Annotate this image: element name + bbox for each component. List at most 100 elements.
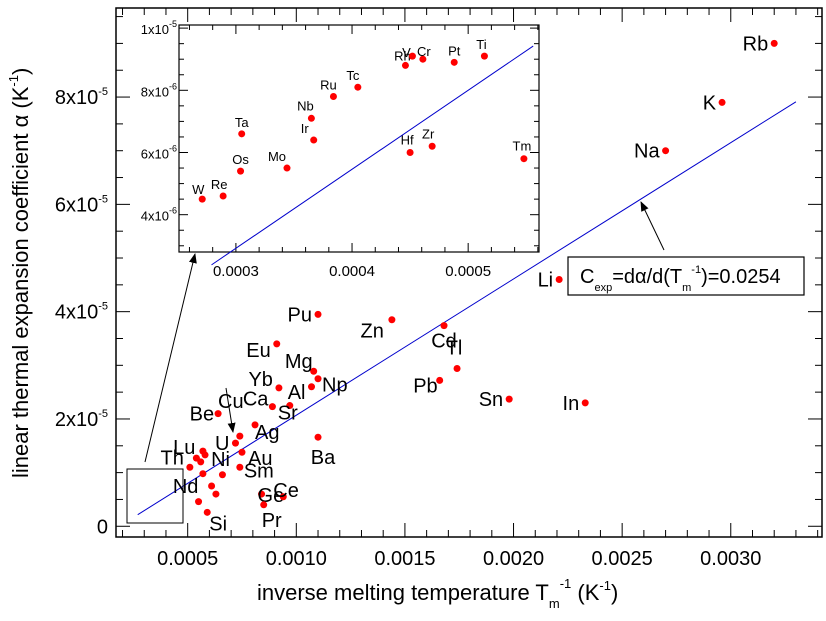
point-label-lu: Lu <box>173 437 195 459</box>
data-point-pu <box>314 310 322 318</box>
x-tick-label: 0.0030 <box>700 548 761 570</box>
y-tick-mantissa: 2x10 <box>55 409 98 431</box>
inset-point-tm <box>520 155 528 163</box>
data-point-ge <box>258 490 266 498</box>
zoom-region-box <box>126 468 184 524</box>
data-point-al <box>308 383 316 391</box>
inset-y-tick-label: 8x10-6 <box>141 81 177 99</box>
inset-y-tick-mantissa: 6x10 <box>141 146 169 161</box>
point-label-nd: Nd <box>173 476 199 498</box>
inset-point-w <box>198 195 206 203</box>
inset-point-rh <box>401 61 409 69</box>
inset-label-pt: Pt <box>448 43 461 58</box>
data-point-cu <box>236 432 244 440</box>
point-label-au: Au <box>248 448 272 470</box>
y-axis-title: linear thermal expansion coefficient α (… <box>6 68 33 478</box>
x-tick-label: 0.0020 <box>483 548 544 570</box>
y-tick-label: 0 <box>97 516 108 538</box>
data-point-unlabeled <box>199 470 207 478</box>
point-label-ce: Ce <box>273 480 299 502</box>
y-tick-mantissa: 8x10 <box>55 87 98 109</box>
data-point-u <box>231 439 239 447</box>
data-point-li <box>555 275 563 283</box>
y-tick-label: 8x10-5 <box>55 86 108 109</box>
inset-label-zr: Zr <box>422 126 435 141</box>
x-axis-title: inverse melting temperature Tm-1 (K-1) <box>257 576 618 611</box>
point-label-ba: Ba <box>311 447 336 469</box>
x-axis-title-sup: -1 <box>560 576 572 591</box>
inset-point-ti <box>480 52 488 60</box>
point-label-pb: Pb <box>413 375 437 397</box>
point-label-ag: Ag <box>255 422 279 444</box>
annotation-text: Cexp=dα/d(Tm-1)=0.0254 <box>580 264 781 294</box>
data-point-tl <box>453 365 461 373</box>
x-axis-title-sub: m <box>549 596 560 611</box>
point-label-tl: Tl <box>446 338 463 360</box>
point-label-sm: Sm <box>244 460 274 482</box>
inset-label-v: V <box>402 45 411 60</box>
point-label-ni: Ni <box>211 449 230 471</box>
y-tick-label: 6x10-5 <box>55 193 108 216</box>
inset-label-os: Os <box>232 152 249 167</box>
inset-point-nb <box>307 114 315 122</box>
y-tick-label: 2x10-5 <box>55 408 108 431</box>
inset-point-ir <box>310 136 318 144</box>
inset-label-ir: Ir <box>301 121 310 136</box>
point-label-cd: Cd <box>431 331 457 353</box>
inset-label-hf: Hf <box>401 132 414 147</box>
inset-plot: 0.0003 0.0004 0.00054x10-66x10-68x10-61x10… <box>141 19 540 280</box>
data-point-ca <box>268 403 276 411</box>
inset-y-tick-exponent: -6 <box>169 143 177 153</box>
inset-y-tick-mantissa: 4x10 <box>141 209 169 224</box>
data-point-pb <box>436 376 444 384</box>
data-point-unlabeled <box>199 447 207 455</box>
x-tick-label: 0.0015 <box>374 548 435 570</box>
point-label-th: Th <box>161 447 184 469</box>
inset-point-hf <box>406 148 414 156</box>
plot-frame <box>115 7 823 538</box>
x-tick-label: 0.0005 <box>157 548 218 570</box>
inset-label-cr: Cr <box>417 44 431 59</box>
data-point-yb <box>275 384 283 392</box>
inset-label-mo: Mo <box>268 149 286 164</box>
point-label-yb: Yb <box>248 369 272 391</box>
inset-point-v <box>408 52 416 60</box>
point-label-ca: Ca <box>243 389 269 411</box>
point-label-rb: Rb <box>743 33 769 55</box>
y-tick-exponent: -5 <box>98 408 108 420</box>
inset-label-tm: Tm <box>513 139 532 154</box>
y-tick-exponent: -5 <box>98 86 108 98</box>
inset-point-mo <box>283 164 291 172</box>
annotation-end: )=0.0254 <box>701 266 781 288</box>
inset-point-re <box>219 192 227 200</box>
inset-point-pt <box>450 58 458 66</box>
inset-label-ta: Ta <box>235 115 250 130</box>
data-point-ba <box>314 433 322 441</box>
data-point-np <box>314 375 322 383</box>
annotation-sup: -1 <box>691 264 701 276</box>
point-label-mg: Mg <box>285 351 313 373</box>
data-point-unlabeled <box>197 458 205 466</box>
annotation-mid: =dα/d(T <box>612 266 682 288</box>
annotation-box <box>567 256 805 296</box>
point-label-eu: Eu <box>246 340 270 362</box>
data-point-sm <box>236 463 244 471</box>
y-tick-mantissa: 4x10 <box>55 302 98 324</box>
inset-frame <box>178 24 540 253</box>
data-point-zn <box>388 316 396 324</box>
point-label-cu: Cu <box>218 391 244 413</box>
data-point-in <box>581 399 589 407</box>
inset-y-tick-label: 1x10-5 <box>141 19 177 37</box>
point-label-al: Al <box>288 382 306 404</box>
data-point-unlabeled <box>208 482 216 490</box>
point-label-sr: Sr <box>278 403 298 425</box>
inset-y-tick-exponent: -6 <box>169 206 177 216</box>
inset-arrow <box>144 253 197 463</box>
inset-label-ti: Ti <box>476 37 486 52</box>
y-tick-mantissa: 6x10 <box>55 194 98 216</box>
point-label-np: Np <box>322 375 348 397</box>
annotation-sub-m: m <box>682 282 691 294</box>
fit-line <box>137 101 797 516</box>
main-plot: 0.0005 0.0010 0.0015 0.0020 0.0025 0.0030 0 2x1… <box>55 7 823 570</box>
data-point-sn <box>505 395 513 403</box>
